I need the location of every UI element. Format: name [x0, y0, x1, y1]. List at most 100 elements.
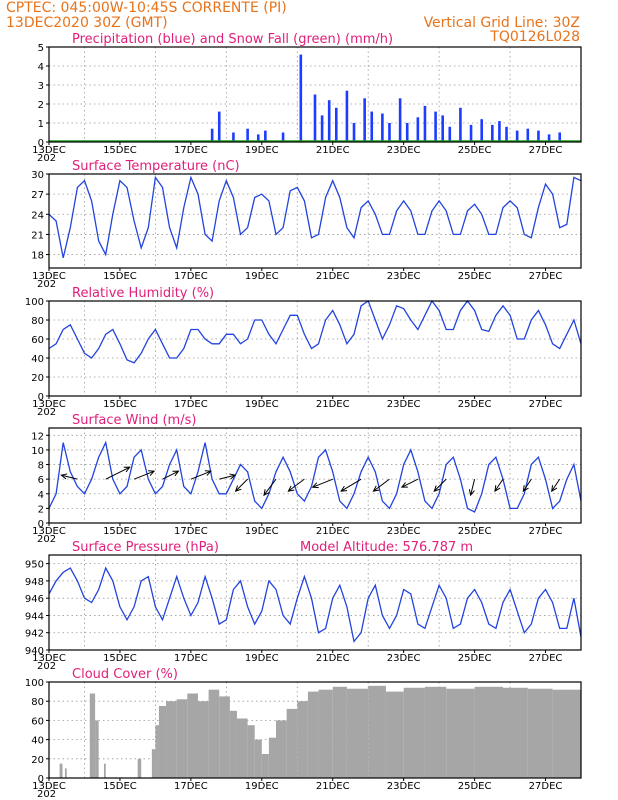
panel-frame: [48, 46, 582, 143]
wind-arrow-head: [433, 485, 441, 492]
x-tick-label: 25DEC: [458, 781, 492, 792]
wind-arrow: [190, 470, 212, 480]
wind-arrow-head: [400, 482, 408, 488]
wind-arrow: [105, 466, 130, 480]
y-tick-label: 948: [25, 577, 44, 588]
x-tick-label: 25DEC: [458, 399, 492, 410]
precip-bar: [363, 98, 366, 142]
x-tick-label: 17DEC: [174, 271, 208, 282]
wind-arrow-head: [234, 485, 242, 492]
precip-bar: [281, 132, 285, 142]
cloud-bar: [208, 689, 220, 778]
x-tick-label: 21DEC: [316, 653, 350, 664]
precip-bar: [423, 105, 427, 142]
wind-arrow-head: [311, 482, 319, 489]
cloud-bar: [368, 685, 386, 778]
precip-bar: [327, 100, 331, 142]
x-year-label: 202: [37, 661, 56, 672]
header-date: 13DEC2020 30Z (GMT): [6, 15, 168, 31]
x-tick-label: 15DEC: [103, 271, 137, 282]
x-tick-label: 17DEC: [174, 399, 208, 410]
y-tick-label: 18: [31, 251, 44, 262]
cloud-bar: [474, 686, 503, 778]
precip-bar: [232, 132, 235, 142]
panel-4: 0 2 4 6 8 10 12 13DEC 15DEC 17DEC 19DEC 21DEC 23DEC 2…: [31, 413, 582, 545]
header-model: TQ0126L028: [489, 29, 580, 45]
panel-3: 0 20 40 60 80 100 13DEC 15DEC 17DEC 19DEC 21DEC 23D…: [25, 286, 582, 418]
y-tick-label: 4: [38, 490, 44, 501]
x-tick-label: 21DEC: [316, 399, 350, 410]
cloud-bar: [332, 686, 347, 778]
x-tick-label: 27DEC: [529, 271, 563, 282]
precip-bar: [537, 130, 540, 142]
precip-bar: [210, 128, 214, 142]
y-tick-label: 24: [31, 210, 44, 221]
x-tick-label: 19DEC: [245, 271, 279, 282]
precip-bar: [480, 119, 483, 142]
x-tick-label: 19DEC: [245, 653, 279, 664]
wind-arrow-head: [148, 470, 156, 476]
precip-bar: [416, 117, 420, 142]
cloud-bar: [346, 688, 369, 778]
panel-5: 940 942 944 946 948 950 13DEC 15DEC 17DEC 19DEC 21…: [25, 540, 582, 672]
x-tick-label: 27DEC: [529, 526, 563, 537]
y-tick-label: 100: [25, 678, 44, 689]
y-tick-label: 80: [31, 316, 44, 327]
wind-arrow-head: [229, 473, 237, 480]
wind-arrow: [433, 478, 447, 492]
precip-bar: [256, 134, 260, 142]
cloud-bar: [254, 739, 262, 778]
y-tick-label: 100: [25, 297, 44, 308]
y-tick-label: 3: [38, 81, 44, 92]
cloud-bar: [502, 687, 528, 778]
wind-arrow: [133, 470, 155, 480]
x-tick-label: 15DEC: [103, 145, 137, 156]
cloud-bar: [424, 686, 447, 778]
precip-bar: [313, 94, 317, 142]
wind-arrow: [288, 478, 305, 492]
y-tick-label: 6: [38, 475, 44, 486]
x-tick-label: 13DEC: [32, 271, 66, 282]
x-tick-label: 27DEC: [529, 145, 563, 156]
wind-arrow: [263, 478, 277, 496]
header-location: CPTEC: 045:00W-10:45S CORRENTE (PI): [6, 0, 287, 16]
panel-title: Relative Humidity (%): [72, 286, 214, 301]
y-tick-label: 940: [25, 646, 44, 657]
x-tick-label: 25DEC: [458, 526, 492, 537]
x-tick-label: 17DEC: [174, 145, 208, 156]
panel-title: Surface Temperature (nC): [72, 159, 240, 174]
x-tick-label: 13DEC: [32, 145, 66, 156]
x-tick-label: 19DEC: [245, 399, 279, 410]
panel-frame: [48, 681, 582, 779]
wind-arrow-head: [287, 485, 295, 492]
series-line: [48, 440, 582, 513]
x-tick-label: 13DEC: [32, 399, 66, 410]
cloud-bar: [275, 720, 287, 778]
wind-arrow: [219, 474, 236, 480]
y-tick-label: 2: [38, 504, 44, 515]
panel-6: 0 20 40 60 80 100 13DEC 15DEC 17DEC 19DEC 21DEC 23D…: [25, 667, 582, 800]
precip-bar: [217, 111, 221, 142]
wind-arrow: [494, 478, 504, 492]
x-tick-label: 23DEC: [387, 526, 421, 537]
cloud-bar: [318, 689, 333, 778]
x-year-label: 202: [37, 407, 56, 418]
precip-bar: [434, 111, 437, 142]
x-tick-label: 15DEC: [103, 526, 137, 537]
wind-arrow: [235, 478, 248, 492]
precip-bar: [505, 126, 508, 142]
panel-frame: [48, 173, 582, 269]
x-tick-label: 23DEC: [387, 781, 421, 792]
x-tick-label: 21DEC: [316, 271, 350, 282]
y-tick-label: 950: [25, 560, 44, 571]
y-tick-label: 20: [31, 373, 44, 384]
x-tick-label: 27DEC: [529, 399, 563, 410]
series-line: [48, 299, 582, 364]
wind-arrow: [401, 478, 419, 488]
precip-bar: [469, 124, 473, 142]
x-tick-label: 21DEC: [316, 145, 350, 156]
precip-bar: [370, 111, 374, 142]
x-tick-label: 21DEC: [316, 781, 350, 792]
x-year-label: 202: [37, 534, 56, 545]
cloud-bar: [446, 688, 475, 778]
